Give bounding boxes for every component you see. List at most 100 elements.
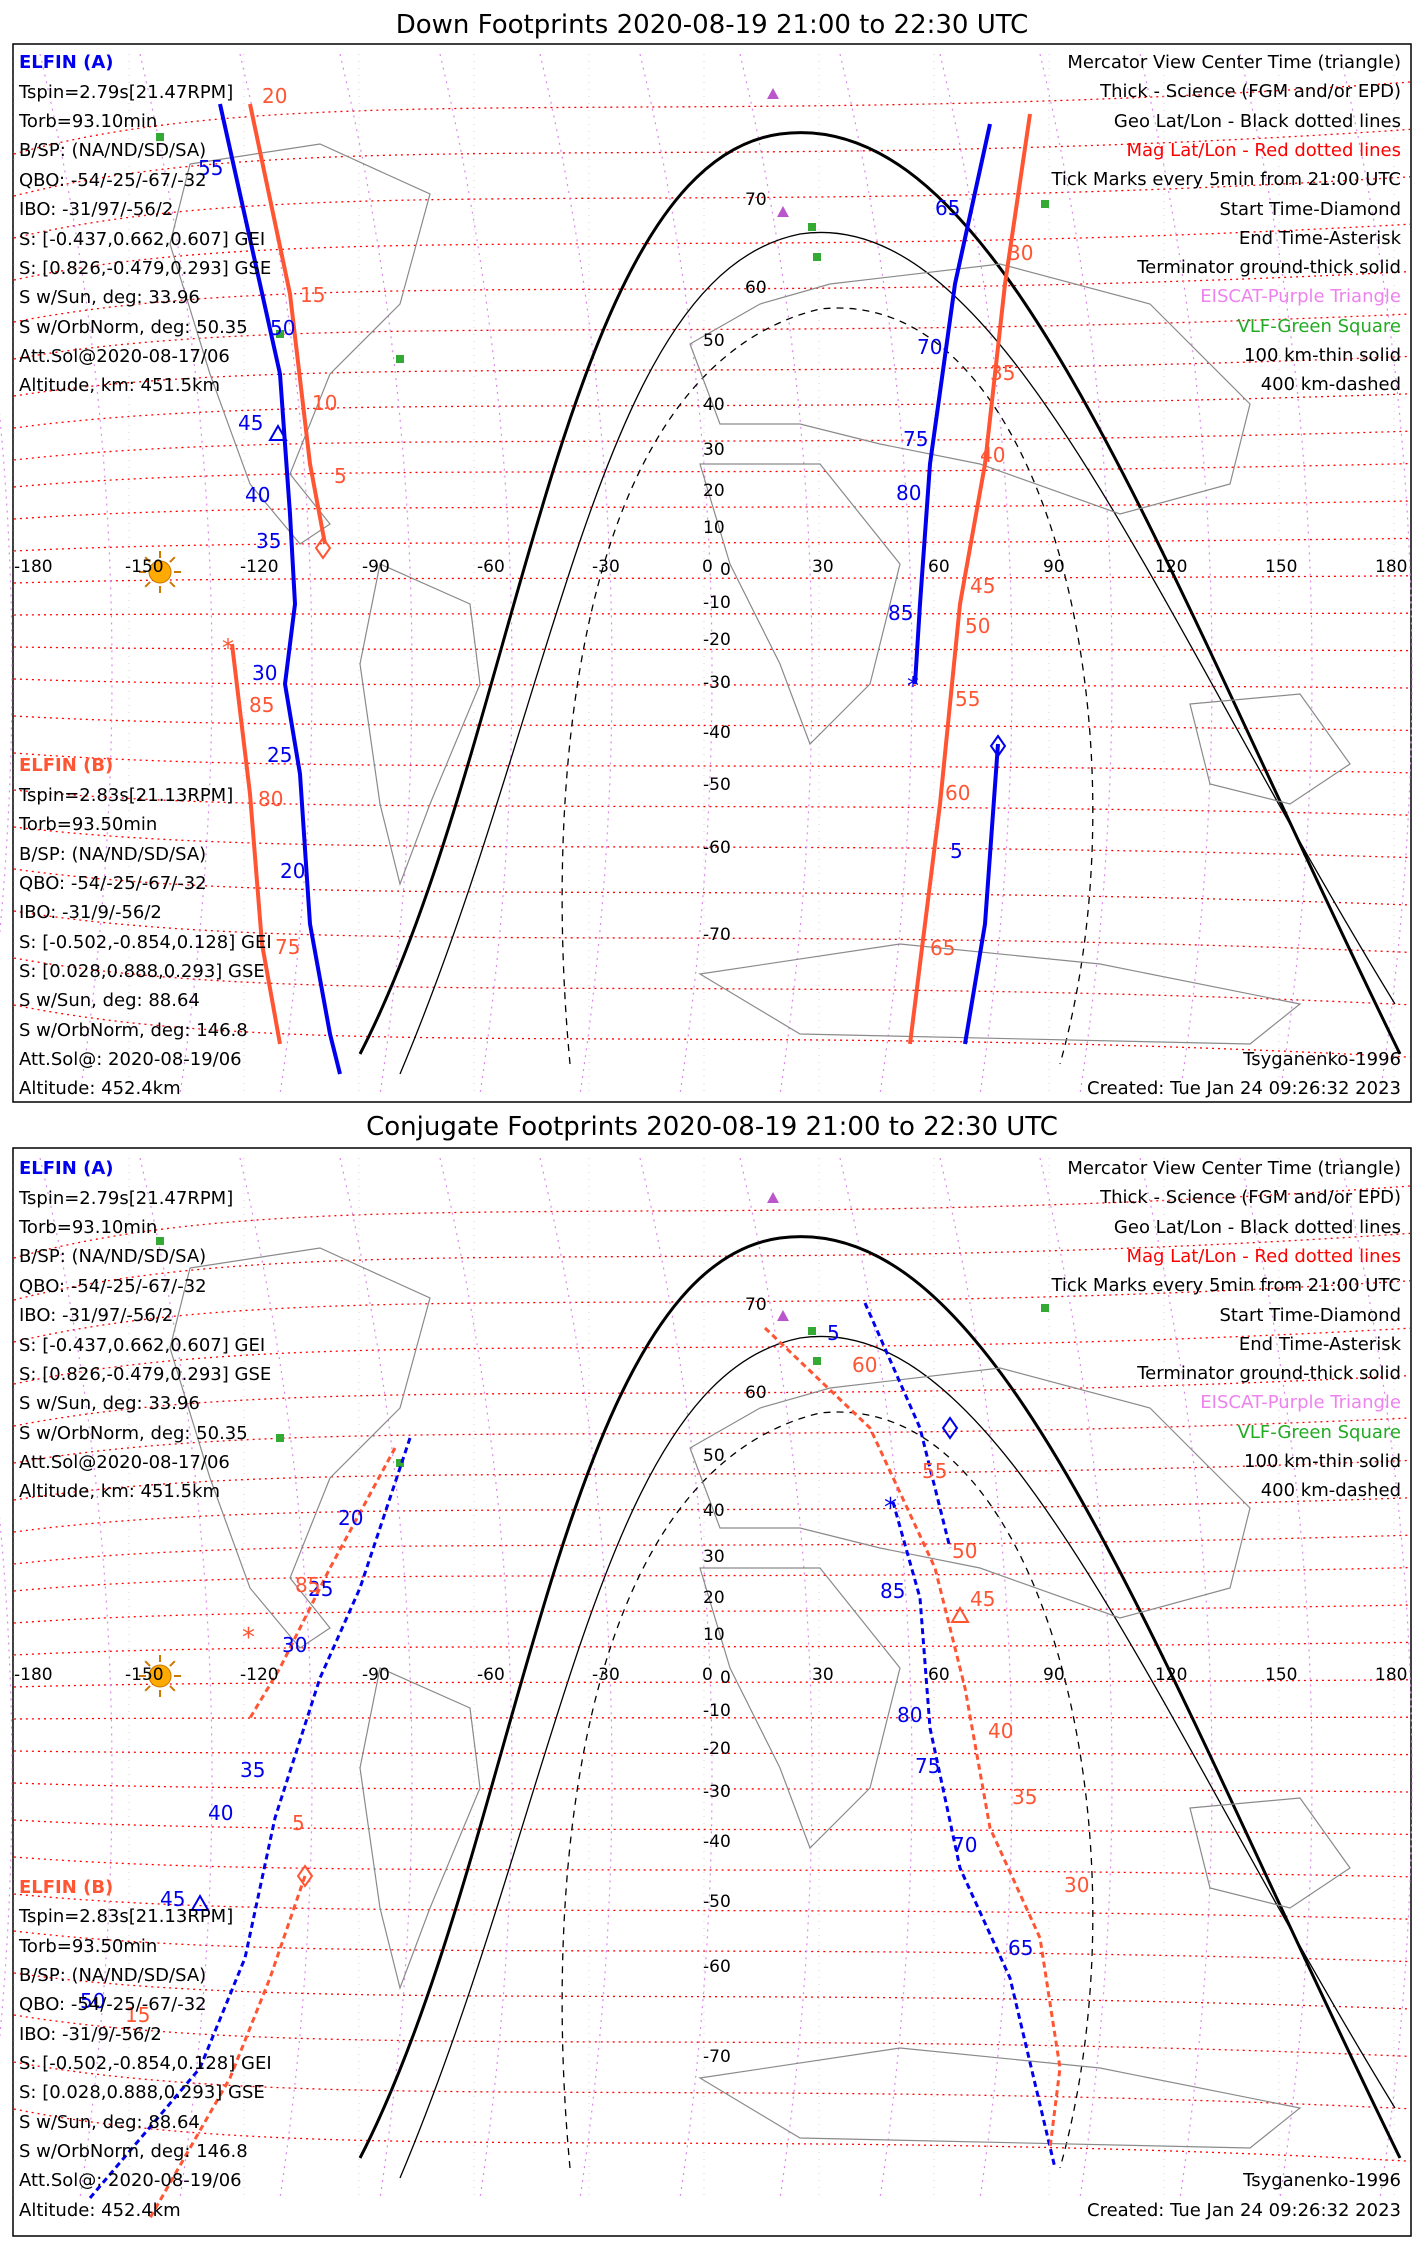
mag-lat-line [13, 223, 1411, 281]
lat-label: -10 [703, 593, 731, 613]
lat-label: 30 [703, 1547, 725, 1567]
view-center-triangle-icon [268, 423, 288, 441]
view-center-triangle-icon [950, 1605, 970, 1623]
elfin-a-track [88, 1437, 412, 2199]
track-label: 85 [295, 1573, 320, 1597]
legend-line: Mercator View Center Time (triangle) [1067, 52, 1401, 73]
mag-lat-line [13, 1417, 1411, 1464]
lon-label: -60 [477, 557, 505, 577]
lon-label: -120 [240, 557, 279, 577]
info-line: IBO: -31/97/-56/2 [19, 199, 173, 220]
sun-ray [169, 1685, 176, 1692]
info-line: QBO: -54/-25/-67/-32 [19, 1994, 207, 2015]
track-label: 70 [952, 1833, 977, 1857]
track-label: 5 [334, 464, 347, 488]
mag-lat-line [13, 1604, 1411, 1624]
lat-label: -40 [703, 1832, 731, 1852]
coastline [169, 143, 431, 545]
mag-lat-line [13, 2108, 1411, 2162]
mag-lat-line [13, 81, 1411, 155]
lat-label: 0 [720, 560, 731, 580]
eiscat-triangle-icon [777, 206, 789, 217]
track-label: 45 [970, 574, 995, 598]
legend-line: Start Time-Diamond [1219, 199, 1401, 220]
info-line: Altitude: 452.4km [19, 1078, 181, 1099]
elfin-b-track [248, 1447, 397, 1719]
lat-label: -60 [703, 1957, 731, 1977]
info-line: S: [-0.437,0.662,0.607] GEI [19, 1335, 265, 1356]
track-label: 85 [249, 693, 274, 717]
mag-lat-line [13, 1534, 1411, 1565]
info-line: B/SP: (NA/ND/SD/SA) [19, 844, 206, 865]
info-b: ELFIN (B) Tspin=2.83s[21.13RPM] Torb=93.… [18, 755, 272, 1099]
coastline [699, 1567, 901, 1850]
info-line: Att.Sol@: 2020-08-19/06 [19, 2170, 242, 2191]
view-center-triangle-icon [190, 1893, 210, 1911]
lon-label: 180 [1375, 557, 1407, 577]
coastline [1189, 1797, 1351, 1909]
info-line: IBO: -31/9/-56/2 [19, 902, 162, 923]
lat-label: -40 [703, 723, 731, 743]
mag-lat-line [13, 1185, 1411, 1259]
vlf-square-icon [1041, 200, 1049, 208]
info-line: B/SP: (NA/ND/SD/SA) [19, 1246, 206, 1267]
mag-lat-line [13, 1930, 1411, 1963]
mag-lat-line [13, 646, 1411, 652]
info-line: S: [0.826,-0.479,0.293] GSE [19, 1364, 271, 1385]
vlf-square-icon [808, 1327, 816, 1335]
info-line: Torb=93.50min [18, 1936, 157, 1957]
terminator-400km [561, 1411, 1094, 2169]
elfin-a-track [913, 123, 992, 685]
mag-lon-line [839, 1157, 913, 2199]
legend-line: EISCAT-Purple Triangle [1200, 1392, 1401, 1413]
legend-line: Tick Marks every 5min from 21:00 UTC [1050, 1275, 1401, 1296]
start-diamond-icon [296, 1864, 314, 1888]
info-line: S w/OrbNorm, deg: 50.35 [19, 1423, 248, 1444]
vlf-square-icon [396, 1459, 404, 1467]
vlf-square-icon [276, 330, 284, 338]
info-line: Altitude: 452.4km [19, 2200, 181, 2221]
info-line: QBO: -54/-25/-67/-32 [19, 1276, 207, 1297]
coastline [699, 463, 901, 746]
elfin-b-track [230, 643, 282, 1045]
elfin-a-track [218, 103, 342, 1075]
mag-lat-line [13, 1497, 1411, 1533]
track-label: 5 [292, 1811, 305, 1835]
lat-label: 40 [703, 1501, 725, 1521]
elfin-a-track [863, 1302, 952, 1549]
sun-ray [144, 556, 151, 563]
mag-lat-line [13, 1327, 1411, 1385]
legend-line: VLF-Green Square [1238, 1422, 1401, 1443]
lon-label: -30 [592, 1665, 620, 1685]
track-label: 75 [275, 935, 300, 959]
info-line: Tspin=2.79s[21.47RPM] [18, 1188, 233, 1209]
lat-label: -20 [703, 1739, 731, 1759]
legend-line: Start Time-Diamond [1219, 1305, 1401, 1326]
info-line: Tspin=2.83s[21.13RPM] [18, 1906, 233, 1927]
vlf-square-icon [276, 1434, 284, 1442]
vlf-square-icon [813, 253, 821, 261]
track-label: 30 [1064, 1873, 1089, 1897]
mag-lat-line [13, 1893, 1411, 1920]
orbit-tracks: ** [218, 103, 1032, 1075]
mag-lat-line [13, 2061, 1411, 2110]
eiscat-triangle-icon [777, 1310, 789, 1321]
sun-ray [144, 1660, 151, 1667]
end-asterisk-icon: * [907, 672, 919, 700]
track-label: 65 [935, 196, 960, 220]
track-labels: 20 25 30 35 40 45 50 85 5 15 5 85 80 75 … [80, 1321, 1089, 2027]
lon-label: 0 [702, 557, 713, 577]
track-label: 25 [308, 1577, 333, 1601]
lat-label: 60 [745, 278, 767, 298]
sun-ray [144, 1685, 151, 1692]
mag-lat-line [13, 1459, 1411, 1501]
mag-lat-line [13, 957, 1411, 1006]
track-label: 50 [80, 1989, 105, 2013]
lat-label: 10 [703, 518, 725, 538]
info-line: Torb=93.50min [18, 814, 157, 835]
elfin-b-track [148, 1875, 307, 2219]
info-line: S w/OrbNorm, deg: 146.8 [19, 1020, 248, 1041]
lat-label: 20 [703, 481, 725, 501]
info-line: S: [-0.437,0.662,0.607] GEI [19, 229, 265, 250]
mag-lat-line [13, 270, 1411, 323]
